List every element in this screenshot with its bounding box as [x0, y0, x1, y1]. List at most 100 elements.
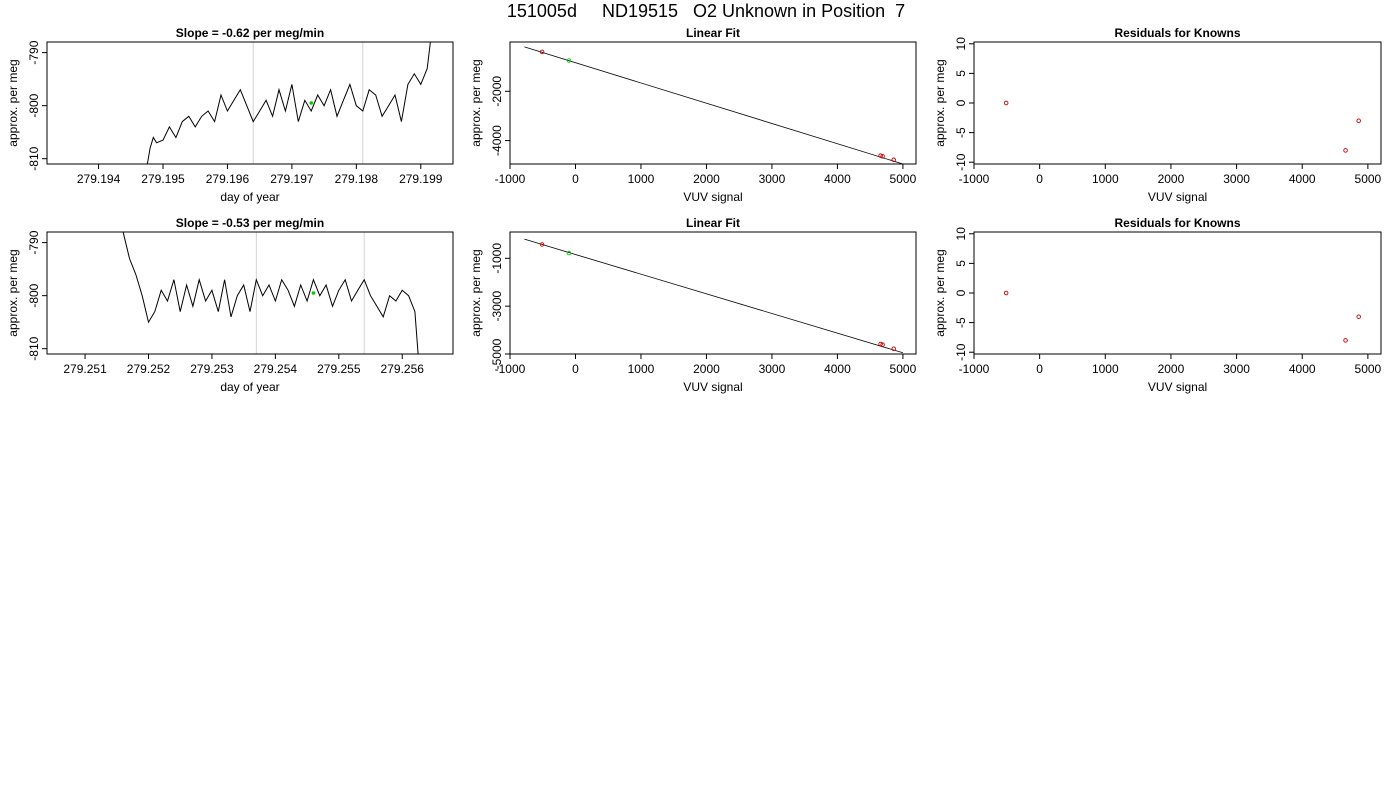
y-tick-label: -800	[27, 283, 41, 307]
y-tick-label: -810	[27, 146, 41, 170]
plot-frame	[509, 231, 917, 355]
x-tick-label: 279.252	[127, 362, 171, 376]
x-tick-label: 3000	[759, 172, 786, 186]
x-tick-label: 279.254	[254, 362, 298, 376]
x-tick-label: 279.255	[317, 362, 361, 376]
series-line	[146, 42, 431, 164]
y-tick-label: -5000	[490, 338, 504, 369]
x-tick-label: 0	[572, 362, 579, 376]
figure-title: 151005d ND19515 O2 Unknown in Position 7	[506, 1, 906, 21]
x-tick-label: 0	[1036, 172, 1043, 186]
y-tick-label: 5	[954, 70, 968, 77]
x-tick-label: 3000	[1223, 362, 1250, 376]
chart-panel-5: Linear Fit -1000 0 1000 2000 3000 4000 5000 -500…	[469, 216, 917, 394]
x-tick-label: 1000	[1092, 362, 1119, 376]
x-tick-label: 4000	[1289, 362, 1316, 376]
known-point	[880, 154, 885, 159]
plot-frame	[973, 231, 1382, 355]
x-tick-label: 2000	[1158, 172, 1185, 186]
chart-panel-4: Slope = -0.53 per meg/min 279.251 279.252 2…	[6, 216, 454, 394]
unknown-point	[566, 58, 572, 63]
y-tick-label: 10	[954, 37, 968, 51]
y-tick-label: -1000	[490, 243, 504, 274]
x-tick-label: 279.196	[206, 172, 250, 186]
x-tick-label: 3000	[759, 362, 786, 376]
x-axis-label: VUV signal	[1148, 380, 1207, 394]
x-tick-label: 0	[572, 172, 579, 186]
x-tick-label: 279.198	[335, 172, 379, 186]
x-axis-label: VUV signal	[683, 380, 742, 394]
y-tick-label: 5	[954, 260, 968, 267]
known-point	[1343, 338, 1348, 343]
x-tick-label: -1000	[959, 362, 990, 376]
y-tick-label: -2000	[490, 76, 504, 107]
known-point	[1343, 148, 1348, 153]
x-tick-label: -1000	[495, 172, 526, 186]
x-tick-label: 279.194	[77, 172, 121, 186]
y-tick-label: -790	[27, 40, 41, 64]
chart-panel-3: Residuals for Knowns -1000 0 1000 2000 3000 40…	[933, 26, 1382, 204]
x-tick-label: 279.195	[141, 172, 185, 186]
known-point	[1003, 100, 1009, 106]
x-axis-label: VUV signal	[1148, 190, 1207, 204]
y-tick-label: 0	[954, 289, 968, 296]
plot-frame	[509, 41, 917, 165]
known-point	[1356, 314, 1361, 319]
fit-line	[524, 46, 904, 164]
y-tick-label: -3000	[490, 290, 504, 321]
plot-frame	[46, 41, 454, 165]
x-tick-label: 4000	[1289, 172, 1316, 186]
y-tick-label: 0	[954, 99, 968, 106]
x-axis-label: day of year	[220, 190, 279, 204]
y-tick-label: -790	[27, 230, 41, 254]
y-axis-label: approx. per meg	[6, 59, 20, 146]
known-point	[539, 242, 545, 247]
chart-panel-2: Linear Fit -1000 0 1000 2000 3000 4000 5000 -400…	[469, 26, 917, 204]
chart-title: Linear Fit	[686, 26, 740, 40]
chart-title: Slope = -0.53 per meg/min	[176, 216, 324, 230]
y-axis-label: approx. per meg	[6, 249, 20, 336]
fit-line	[524, 238, 904, 354]
y-tick-label: -4000	[490, 125, 504, 156]
chart-title: Residuals for Knowns	[1114, 216, 1240, 230]
known-point	[891, 346, 896, 351]
x-tick-label: 5000	[890, 362, 917, 376]
y-axis-label: approx. per meg	[933, 249, 947, 336]
x-axis-label: VUV signal	[683, 190, 742, 204]
known-point	[891, 157, 896, 163]
series-line	[122, 232, 419, 354]
x-tick-label: -1000	[959, 172, 990, 186]
x-tick-label: -1000	[495, 362, 526, 376]
x-tick-label: 279.256	[381, 362, 425, 376]
x-tick-label: 0	[1036, 362, 1043, 376]
x-tick-label: 2000	[693, 172, 720, 186]
y-tick-label: -10	[954, 343, 968, 361]
plot-frame	[46, 231, 454, 355]
y-tick-label: -5	[954, 317, 968, 328]
unknown-marker	[309, 101, 314, 105]
x-tick-label: 279.253	[190, 362, 234, 376]
x-axis-label: day of year	[220, 380, 279, 394]
chart-title: Linear Fit	[686, 216, 740, 230]
x-tick-label: 3000	[1223, 172, 1250, 186]
x-tick-label: 2000	[1158, 362, 1185, 376]
x-tick-label: 279.199	[399, 172, 443, 186]
y-tick-label: 10	[954, 227, 968, 241]
x-tick-label: 1000	[1092, 172, 1119, 186]
y-tick-label: -810	[27, 336, 41, 360]
known-point	[1003, 290, 1009, 296]
x-tick-label: 279.251	[63, 362, 107, 376]
x-tick-label: 279.197	[270, 172, 314, 186]
chart-title: Residuals for Knowns	[1114, 26, 1240, 40]
x-tick-label: 1000	[628, 362, 655, 376]
y-tick-label: -800	[27, 93, 41, 117]
unknown-marker	[311, 291, 316, 295]
plot-frame	[973, 41, 1382, 165]
known-point	[1356, 118, 1361, 124]
x-tick-label: 5000	[1355, 172, 1382, 186]
y-axis-label: approx. per meg	[469, 59, 483, 146]
x-tick-label: 4000	[824, 172, 851, 186]
y-tick-label: -10	[954, 153, 968, 171]
x-tick-label: 5000	[890, 172, 917, 186]
